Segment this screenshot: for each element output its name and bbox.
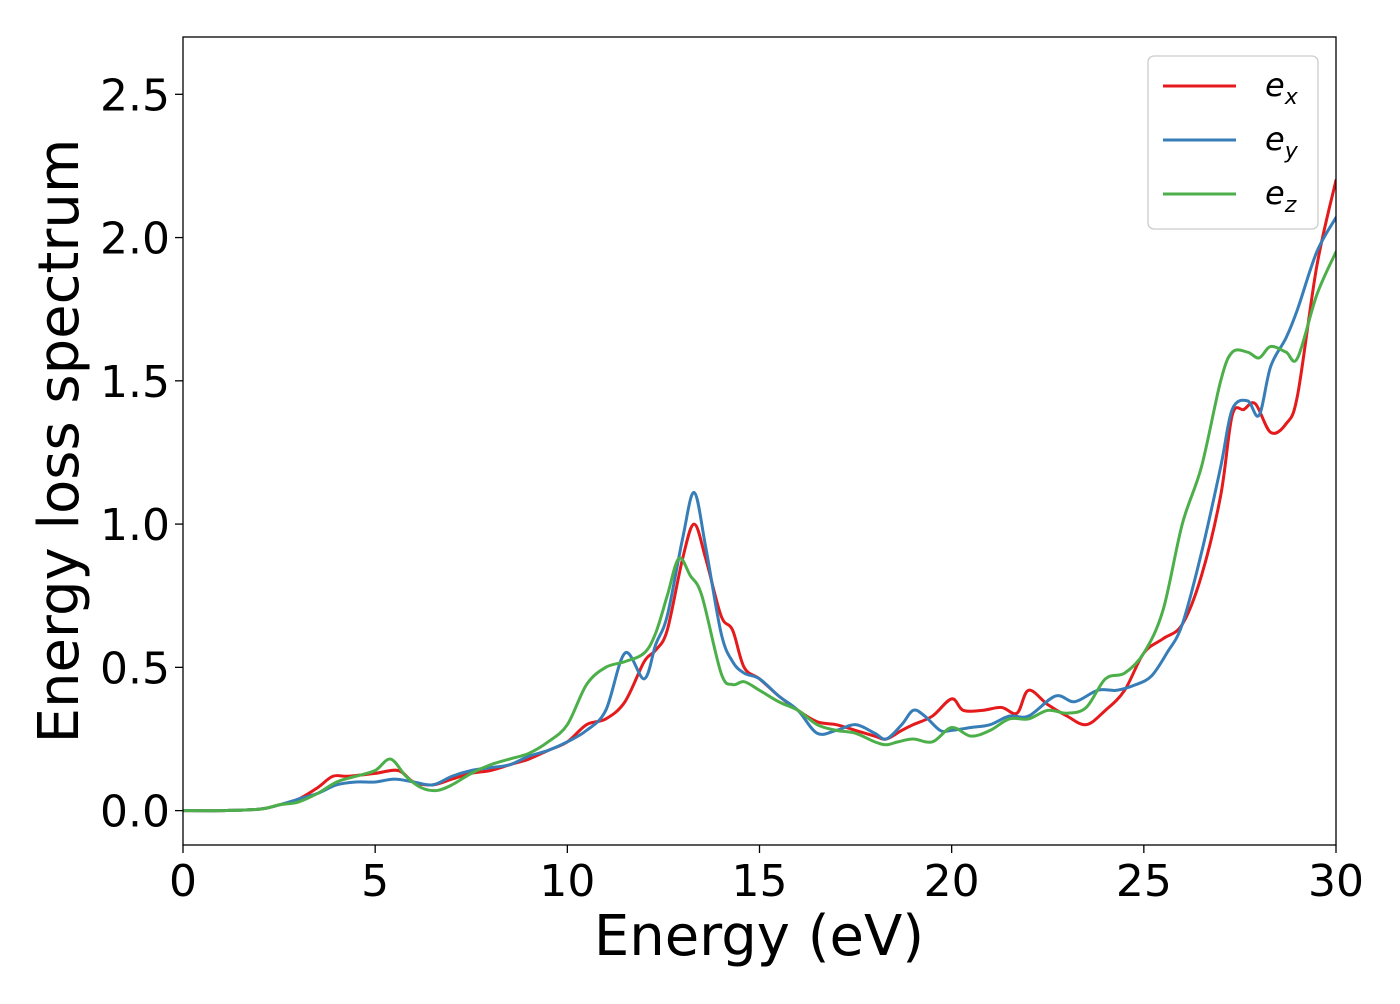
legend-label-main: e [1265, 174, 1285, 212]
legend-entry-e-y: ey [1163, 120, 1299, 164]
y-tick-label: 1.5 [100, 357, 170, 408]
legend-box [1147, 55, 1319, 230]
x-tick-label: 30 [1308, 856, 1364, 907]
legend-label: ex [1265, 66, 1299, 110]
legend-label-main: e [1265, 66, 1285, 104]
x-tick-label: 5 [361, 856, 389, 907]
x-tick-label: 25 [1116, 856, 1172, 907]
y-tick-label: 0.5 [100, 643, 170, 694]
legend-label-subscript: z [1284, 193, 1297, 218]
series-line-e-y [183, 216, 1336, 813]
x-tick-label: 0 [169, 856, 197, 907]
legend-label: ez [1265, 174, 1297, 218]
legend-label-main: e [1265, 120, 1285, 158]
x-axis-ticks: 0 5 10 15 20 25 30 [169, 845, 1364, 907]
y-tick-label: 2.0 [100, 214, 170, 265]
x-axis-title: Energy (eV) [594, 904, 924, 969]
legend-entry-e-z: ez [1163, 174, 1297, 218]
x-tick-label: 15 [732, 856, 788, 907]
series-line-e-z [183, 250, 1336, 813]
legend-label-subscript: y [1284, 139, 1299, 164]
y-axis-ticks: 0.0 0.5 1.0 1.5 2.0 2.5 [100, 70, 183, 838]
y-tick-label: 0.0 [100, 787, 170, 838]
x-tick-label: 10 [539, 856, 595, 907]
y-axis-title: Energy loss spectrum [27, 139, 92, 744]
legend-label: ey [1265, 120, 1299, 164]
legend-entry-e-x: ex [1163, 66, 1299, 110]
x-tick-label: 20 [924, 856, 980, 907]
plot-area-background [183, 37, 1336, 845]
legend-label-subscript: x [1284, 85, 1299, 110]
y-tick-label: 2.5 [100, 70, 170, 121]
y-tick-label: 1.0 [100, 500, 170, 551]
series-layer [183, 178, 1336, 813]
